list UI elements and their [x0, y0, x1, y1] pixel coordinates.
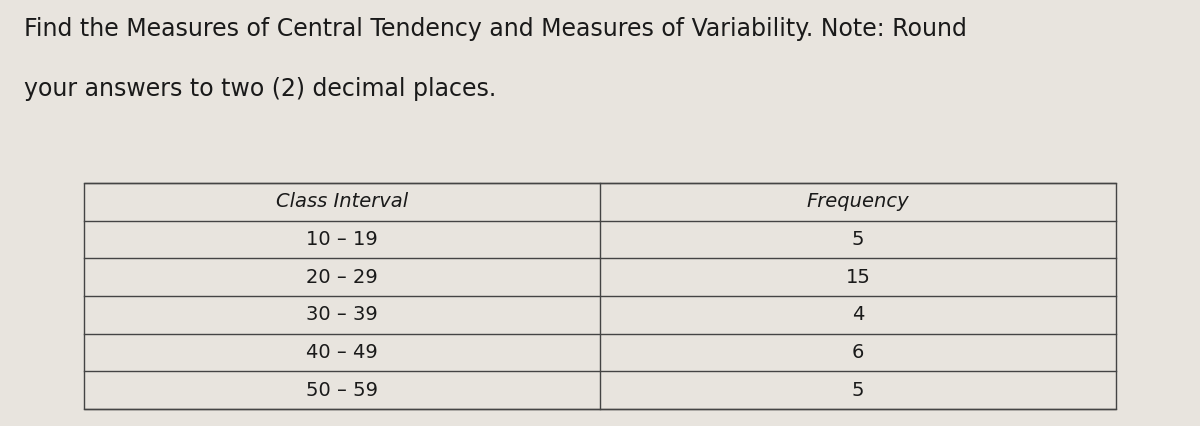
Text: 20 – 29: 20 – 29: [306, 268, 378, 287]
Text: 6: 6: [852, 343, 864, 362]
Text: 5: 5: [852, 381, 864, 400]
Text: 30 – 39: 30 – 39: [306, 305, 378, 324]
Text: 50 – 59: 50 – 59: [306, 381, 378, 400]
Text: Class Interval: Class Interval: [276, 193, 408, 211]
Text: 4: 4: [852, 305, 864, 324]
Text: 15: 15: [846, 268, 870, 287]
Text: 10 – 19: 10 – 19: [306, 230, 378, 249]
Text: 40 – 49: 40 – 49: [306, 343, 378, 362]
Text: 5: 5: [852, 230, 864, 249]
Text: your answers to two (2) decimal places.: your answers to two (2) decimal places.: [24, 77, 497, 101]
Text: Find the Measures of Central Tendency and Measures of Variability. Note: Round: Find the Measures of Central Tendency an…: [24, 17, 967, 41]
Text: Frequency: Frequency: [806, 193, 910, 211]
